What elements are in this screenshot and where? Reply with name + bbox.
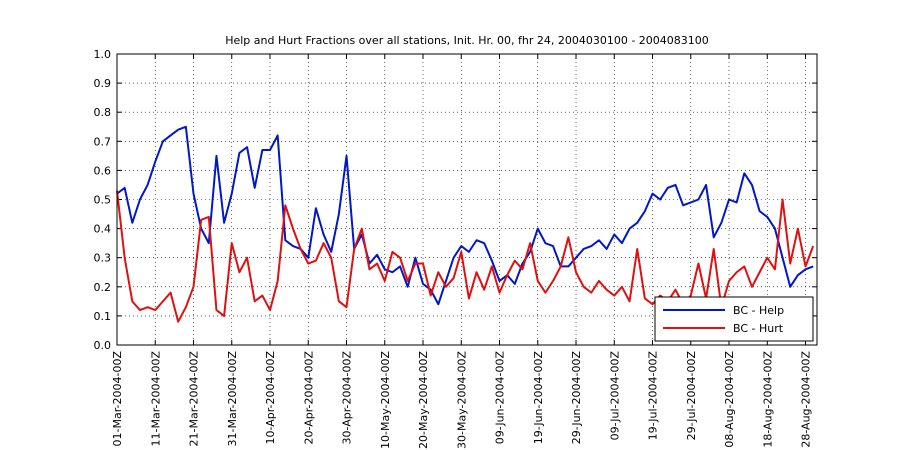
x-tick-label: 19-Jun-2004-00Z (532, 351, 545, 445)
legend-label: BC - Help (733, 304, 784, 317)
x-tick-label: 19-Jul-2004-00Z (647, 351, 660, 441)
x-tick-label: 29-Jun-2004-00Z (570, 351, 583, 445)
y-tick-label: 0.9 (94, 77, 112, 90)
x-tick-label: 21-Mar-2004-00Z (188, 351, 201, 447)
legend-box (654, 296, 814, 342)
x-tick-label: 01-Mar-2004-00Z (111, 351, 124, 447)
y-tick-label: 0.5 (94, 194, 112, 207)
y-tick-label: 0.2 (94, 281, 112, 294)
y-tick-label: 0.4 (94, 223, 112, 236)
x-tick-label: 20-May-2004-00Z (417, 351, 430, 449)
x-tick-label: 28-Aug-2004-00Z (800, 351, 813, 448)
chart-title: Help and Hurt Fractions over all station… (225, 34, 709, 47)
line-series (116, 125, 814, 306)
y-tick-label: 0.3 (94, 252, 112, 265)
y-tick-label: 0.0 (94, 339, 112, 352)
x-tick-label: 31-Mar-2004-00Z (226, 351, 239, 447)
x-tick-label: 30-Apr-2004-00Z (341, 351, 354, 445)
y-tick-label: 1.0 (94, 48, 112, 61)
y-tick-label: 0.6 (94, 164, 112, 177)
x-tick-label: 18-Aug-2004-00Z (761, 351, 774, 448)
x-tick-label: 11-Mar-2004-00Z (149, 351, 162, 447)
legend-label: BC - Hurt (733, 322, 784, 335)
line-series (116, 190, 815, 323)
x-tick-label: 10-May-2004-00Z (379, 351, 392, 449)
x-tick-label: 08-Aug-2004-00Z (723, 351, 736, 448)
y-tick-label: 0.7 (94, 135, 112, 148)
x-tick-label: 20-Apr-2004-00Z (302, 351, 315, 445)
y-tick-label: 0.8 (94, 106, 112, 119)
x-tick-label: 30-May-2004-00Z (455, 351, 468, 449)
x-tick-label: 09-Jul-2004-00Z (608, 351, 621, 441)
y-tick-label: 0.1 (94, 310, 112, 323)
legend: BC - Help BC - Hurt (654, 296, 814, 342)
x-tick-label: 10-Apr-2004-00Z (264, 351, 277, 445)
x-tick-label: 09-Jun-2004-00Z (494, 351, 507, 445)
x-tick-label: 29-Jul-2004-00Z (685, 351, 698, 441)
plot-frame (116, 53, 818, 346)
